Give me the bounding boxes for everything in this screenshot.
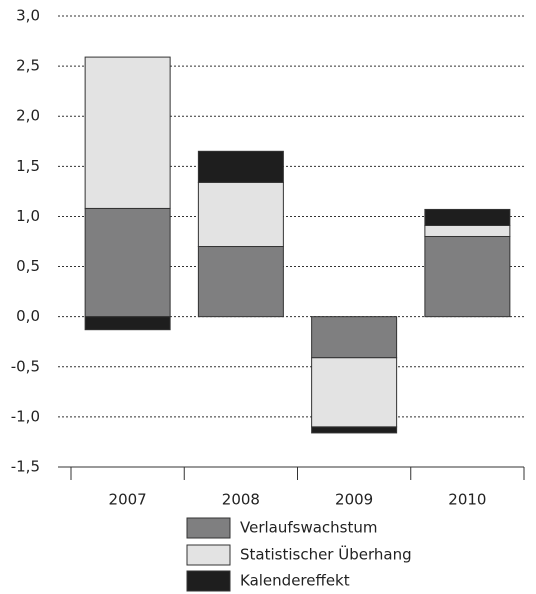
bar-segment xyxy=(84,56,171,209)
bar-segment xyxy=(311,357,398,428)
y-tick-label: -1,5 xyxy=(11,458,40,476)
bar-segment xyxy=(197,150,284,183)
bar-segment xyxy=(311,426,398,434)
x-tick-label: 2007 xyxy=(109,491,147,509)
bar-segment xyxy=(84,316,171,331)
y-tick-label: -1,0 xyxy=(11,407,40,425)
x-tick-label: 2008 xyxy=(222,491,260,509)
y-tick-label: 2,0 xyxy=(16,107,40,125)
legend-swatch xyxy=(186,544,231,566)
legend-label: Statistischer Überhang xyxy=(240,545,412,564)
y-tick-label: 3,0 xyxy=(16,7,40,25)
y-tick-label: 0,0 xyxy=(16,307,40,325)
x-tick-label: 2009 xyxy=(335,491,373,509)
legend-label: Kalendereffekt xyxy=(240,572,350,590)
bar-segment xyxy=(424,224,511,237)
bar-segment xyxy=(197,181,284,248)
y-tick-label: 2,5 xyxy=(16,57,40,75)
y-tick-label: -0,5 xyxy=(11,357,40,375)
legend-swatch xyxy=(186,570,231,592)
y-tick-label: 1,0 xyxy=(16,207,40,225)
y-tick-label: 1,5 xyxy=(16,157,40,175)
bar-segment xyxy=(424,235,511,318)
bar-segment xyxy=(84,207,171,318)
bar-segment xyxy=(197,246,284,318)
bar-segment xyxy=(424,208,511,226)
y-tick-label: 0,5 xyxy=(16,257,40,275)
bar-segment xyxy=(311,316,398,359)
legend-label: Verlaufswachstum xyxy=(240,519,377,537)
x-tick-label: 2010 xyxy=(448,491,486,509)
legend-swatch xyxy=(186,517,231,539)
